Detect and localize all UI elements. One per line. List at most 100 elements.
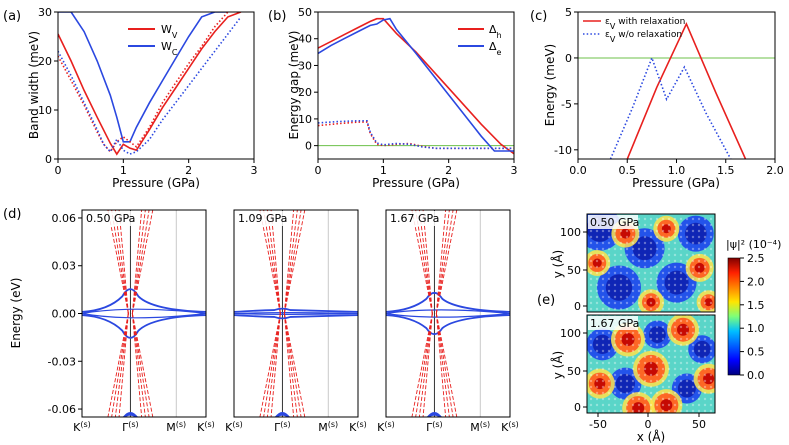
panel-d-flat-band [234,314,358,320]
panel-d-remote-band [427,412,442,417]
panel-label-c: (c) [530,9,547,24]
panel-b-ytick-label: 0 [305,140,312,153]
panel-d-dispersive-band [259,210,281,314]
panel-d-dispersive-band [131,313,154,417]
panel-d-xtick-label: M(s) [166,420,186,435]
panel-d-dispersive-band [435,210,447,314]
panel-c-ytick-label: -5 [561,98,572,111]
panel-d-dispersive-band [114,313,129,417]
panel-d-dispersive-band [411,210,433,314]
panel-d-xtick-label: Γ(s) [426,420,443,435]
panel-d-flat-band [386,314,510,336]
panel-d-chart: 0.06 0.03 0.00 -0.03 -0.06 K(s) Γ(s) M(s) K(s) K(… [9,194,519,435]
panel-d-flat-band [386,291,510,313]
panel-e-xtick-label: -50 [589,418,607,431]
panel-label-b: (b) [268,9,286,24]
panel-b-ytick-label: 20 [298,86,312,99]
panel-d-flat-band [82,314,206,339]
panel-d-xtick-label: K(s) [73,420,91,435]
panel-c-series-0 [626,21,747,159]
panel-d-dispersive-band [435,313,450,417]
panel-b-xtick-label: 2 [445,164,452,177]
panel-d-remote-band [116,194,144,204]
panel-a-xtick-label: 0 [55,164,62,177]
panel-c-xtick-label: 0.0 [569,164,587,177]
panel-d-dispersive-band [266,313,281,417]
panel-d-dispersive-band [418,313,433,417]
panel-e-frame-1 [586,213,716,313]
colorbar-tick-label: 1.5 [747,299,765,312]
panel-d-xtick-label: M(s) [470,420,490,435]
panel-d-remote-band [416,194,452,203]
panel-d-dispersive-band [283,313,302,417]
panel-c-ytick-label: 5 [565,6,572,19]
panel-b-xtick-label: 3 [511,164,518,177]
panel-e-pressure-tag: 0.50 GPa [590,216,639,229]
panel-d-pressure-tag: 1.09 GPa [238,212,287,225]
panel-d-flat-band [82,288,206,313]
panel-c-ytick-label: 0 [565,52,572,65]
panel-d-remote-band [264,194,300,203]
panel-b-frame [317,11,515,160]
panel-d-ytick-label: -0.03 [48,355,76,368]
panel-c-xtick-label: 1.5 [717,164,735,177]
colorbar-tick-label: 1.0 [747,322,765,335]
panel-d-dispersive-band [283,313,298,417]
panel-d-dispersive-band [259,313,281,417]
panel-d-dispersive-band [415,313,433,417]
panel-d-xtick-label: K(s) [197,420,215,435]
panel-label-e: (e) [537,293,555,308]
panel-e-ytick-label: 0 [574,300,581,313]
panel-e-lattice-texture [587,315,715,413]
panel-e-pressure-tag: 1.67 GPa [590,317,639,330]
panel-d-dispersive-band [283,210,302,314]
panel-c-series-1 [609,55,732,159]
panel-a-xtick-label: 1 [120,164,127,177]
panel-e-ytick-label: 100 [560,226,581,239]
panel-b-series-2 [318,121,514,150]
panel-d-dispersive-band [422,313,433,417]
panel-e-ytick-label: 50 [567,365,581,378]
panel-e-ytick-label: 100 [560,327,581,340]
panel-e-xtick-label: 50 [692,418,706,431]
panel-d-xtick-label: K(s) [349,420,367,435]
panel-b-xlabel: Pressure (GPa) [372,176,460,190]
panel-d-dispersive-band [283,210,295,314]
panel-d-dispersive-band [111,313,129,417]
colorbar-tick-label: 2.0 [747,275,765,288]
panel-e-tag-bg [588,316,638,330]
panel-e-ytick-label: 0 [574,401,581,414]
panel-d-ytick-label: -0.06 [48,403,76,416]
panel-a-legend-label-1: WC [161,40,178,57]
panel-d-dispersive-band [435,210,450,314]
panel-d-dispersive-band [107,313,129,417]
panel-d-dispersive-band [283,313,295,417]
panel-e-xlabel: x (Å) [637,429,666,444]
panel-e-frame-2 [586,314,716,414]
colorbar-label: |ψ|² (10⁻⁴) [726,238,781,251]
panel-d-flat-band [82,308,206,315]
panel-d-remote-band [275,412,290,417]
panel-d-pressure-tag: 1.67 GPa [390,212,439,225]
panel-c-xlabel: Pressure (GPa) [632,176,720,190]
panel-d-tag-bg [388,211,440,226]
panel-b-ylabel: Energy gap (meV) [287,31,301,140]
panel-c-ylabel: Energy (meV) [543,44,557,126]
panel-c-xtick-label: 2.0 [766,164,784,177]
panel-a-series-1 [58,12,228,143]
panel-d-remote-band [274,413,291,417]
panel-d-ytick-label: 0.03 [52,260,77,273]
panel-d-dispersive-band [411,313,433,417]
panel-d-flat-band [234,312,358,315]
panel-b-xtick-label: 1 [380,164,387,177]
panel-d-ytick-label: 0.06 [52,212,77,225]
panel-c-xtick-label: 1.0 [668,164,686,177]
panel-c-xtick-label: 0.5 [619,164,637,177]
panel-d-dispersive-band [263,313,281,417]
panel-d-flat-band [234,307,358,313]
panel-d-xtick-label: K(s) [225,420,243,435]
